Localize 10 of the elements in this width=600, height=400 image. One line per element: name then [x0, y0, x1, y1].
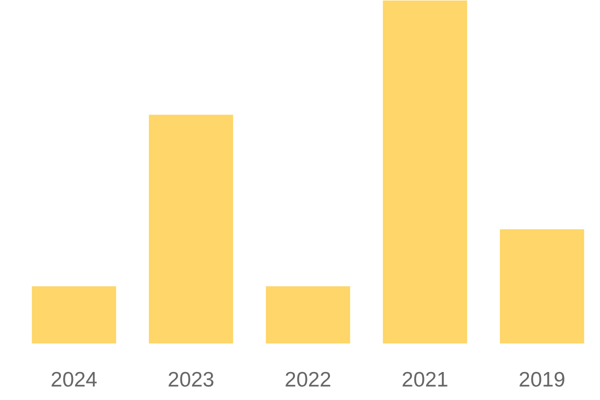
bar — [32, 286, 116, 344]
x-tick-label: 2019 — [518, 368, 566, 392]
x-tick-label: 2023 — [168, 368, 214, 392]
x-tick-label: 2024 — [50, 368, 98, 392]
x-tick-label: 2021 — [402, 368, 448, 392]
bar — [382, 0, 468, 344]
x-tick-label: 2022 — [284, 368, 332, 392]
bar — [148, 114, 234, 344]
bar — [500, 229, 584, 344]
bar — [266, 286, 350, 344]
